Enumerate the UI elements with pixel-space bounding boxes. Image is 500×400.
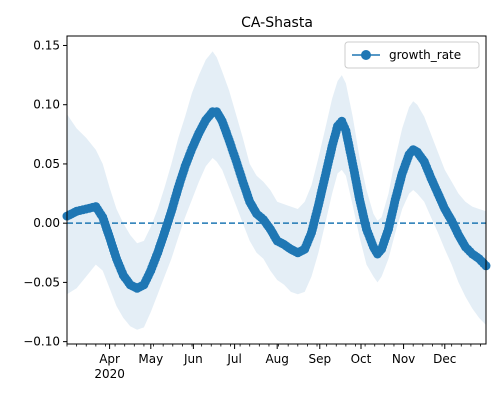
chart-title: CA-Shasta — [241, 15, 313, 31]
y-tick-label: −0.10 — [23, 335, 60, 349]
plot-area — [62, 51, 491, 330]
legend-box — [344, 41, 480, 69]
x-tick-label: Nov — [392, 352, 415, 366]
y-tick-label: −0.05 — [23, 275, 60, 289]
x-tick-label: May — [138, 352, 163, 366]
y-tick-label: 0.15 — [33, 38, 60, 52]
x-tick-label: Aug — [265, 352, 288, 366]
x-axis: Apr May Jun Jul Aug Sep Oct Nov Dec 2020 — [66, 344, 481, 381]
x-tick-label: Jul — [226, 352, 241, 366]
y-tick-label: 0.05 — [33, 157, 60, 171]
confidence-band — [67, 51, 486, 330]
x-tick-label: Jun — [183, 352, 203, 366]
y-tick-label: 0.00 — [33, 216, 60, 230]
legend: growth_rate — [344, 41, 480, 69]
legend-marker — [361, 50, 371, 60]
legend-label: growth_rate — [389, 48, 461, 62]
x-tick-label: Dec — [433, 352, 456, 366]
y-tick-label: 0.10 — [33, 98, 60, 112]
x-tick-label: Sep — [308, 352, 331, 366]
plot-frame — [66, 35, 487, 345]
x-tick-label: Apr — [99, 352, 120, 366]
x-tick-label: Oct — [351, 352, 372, 366]
x-year-label: 2020 — [94, 367, 125, 381]
y-axis: −0.10 −0.05 0.00 0.05 0.10 0.15 — [23, 38, 67, 349]
